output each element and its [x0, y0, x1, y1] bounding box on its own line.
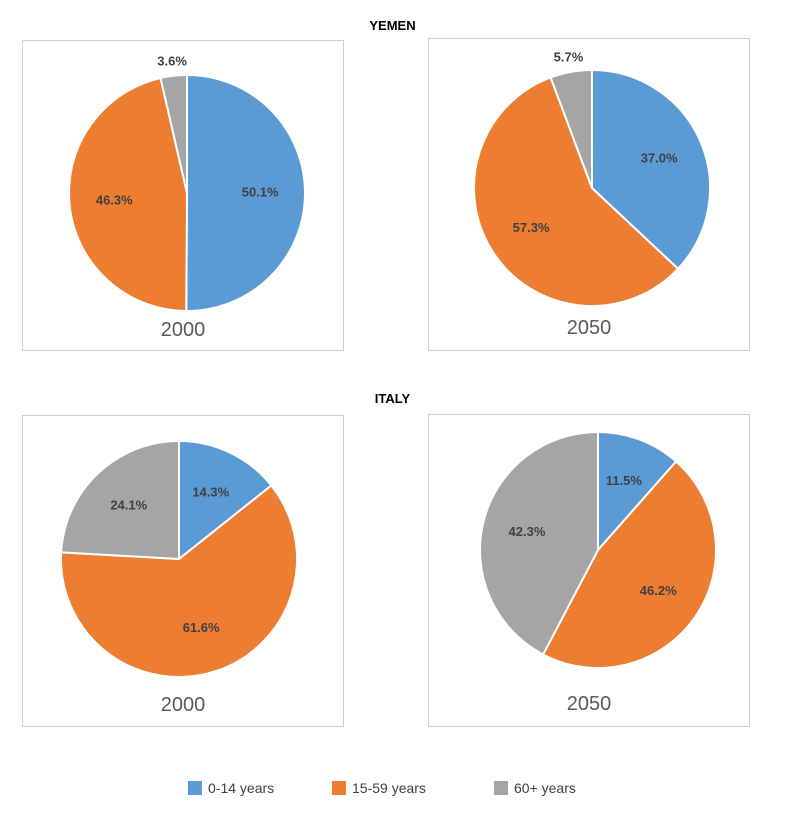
data-label-15-59-years: 61.6%: [183, 620, 220, 635]
data-label-60-years: 3.6%: [157, 53, 187, 68]
pie-slice-15-59-years: [473, 76, 680, 307]
pie-slice-60-years: [159, 73, 188, 194]
data-label-15-59-years: 46.2%: [640, 583, 677, 598]
pie-year-label: 2000: [160, 694, 206, 716]
pie-chart-italy-2050: 11.5% 46.2% 42.3%: [479, 430, 717, 669]
legend-swatch: [494, 781, 508, 795]
data-label-60-years: 24.1%: [110, 497, 147, 512]
legend-swatch: [188, 781, 202, 795]
legend-item-0-14: 0-14 years: [188, 780, 274, 796]
data-label-60-years: 42.3%: [509, 524, 546, 539]
section-title-italy: ITALY: [374, 391, 411, 406]
pie-slice-0-14-years: [591, 68, 711, 271]
pie-year-label: 2050: [566, 693, 612, 715]
legend-item-60-plus: 60+ years: [494, 780, 576, 796]
pie-slice-60-years: [549, 68, 593, 189]
pie-chart-italy-2000: 14.3% 61.6% 24.1%: [60, 439, 298, 678]
legend-swatch: [332, 781, 346, 795]
data-label-0-14-years: 50.1%: [242, 185, 279, 200]
legend-label: 0-14 years: [208, 780, 275, 796]
data-label-15-59-years: 57.3%: [513, 220, 550, 235]
pie-chart-yemen-2050: 37.0% 57.3% 5.7%: [473, 50, 711, 307]
chart-legend: 0-14 years 15-59 years 60+ years: [0, 780, 785, 800]
section-title-yemen: YEMEN: [369, 18, 416, 33]
pie-panel-italy-2000: 14.3% 61.6% 24.1% 2000: [22, 415, 344, 727]
legend-label: 15-59 years: [352, 780, 426, 796]
pie-slice-0-14-years: [597, 430, 678, 553]
pie-slice-0-14-years: [178, 439, 273, 562]
pie-slice-15-59-years: [68, 76, 189, 313]
pie-slice-15-59-years: [60, 484, 298, 678]
data-label-0-14-years: 37.0%: [641, 150, 678, 165]
data-label-60-years: 5.7%: [554, 50, 584, 65]
pie-slice-60-years: [479, 430, 599, 656]
pie-slice-15-59-years: [541, 460, 717, 669]
pie-panel-italy-2050: 11.5% 46.2% 42.3% 2050: [428, 414, 750, 727]
pie-slice-0-14-years: [185, 73, 306, 312]
legend-label: 60+ years: [514, 780, 576, 796]
legend-item-15-59: 15-59 years: [332, 780, 426, 796]
data-label-0-14-years: 14.3%: [192, 485, 229, 500]
pie-panel-yemen-2000: 50.1% 46.3% 3.6% 2000: [22, 40, 344, 351]
data-label-15-59-years: 46.3%: [96, 192, 133, 207]
pie-slice-60-years: [60, 439, 180, 561]
pie-year-label: 2000: [160, 319, 206, 341]
pie-panel-yemen-2050: 37.0% 57.3% 5.7% 2050: [428, 38, 750, 351]
pie-chart-yemen-2000: 50.1% 46.3% 3.6%: [68, 53, 306, 313]
pie-year-label: 2050: [566, 317, 612, 339]
data-label-0-14-years: 11.5%: [606, 473, 643, 488]
